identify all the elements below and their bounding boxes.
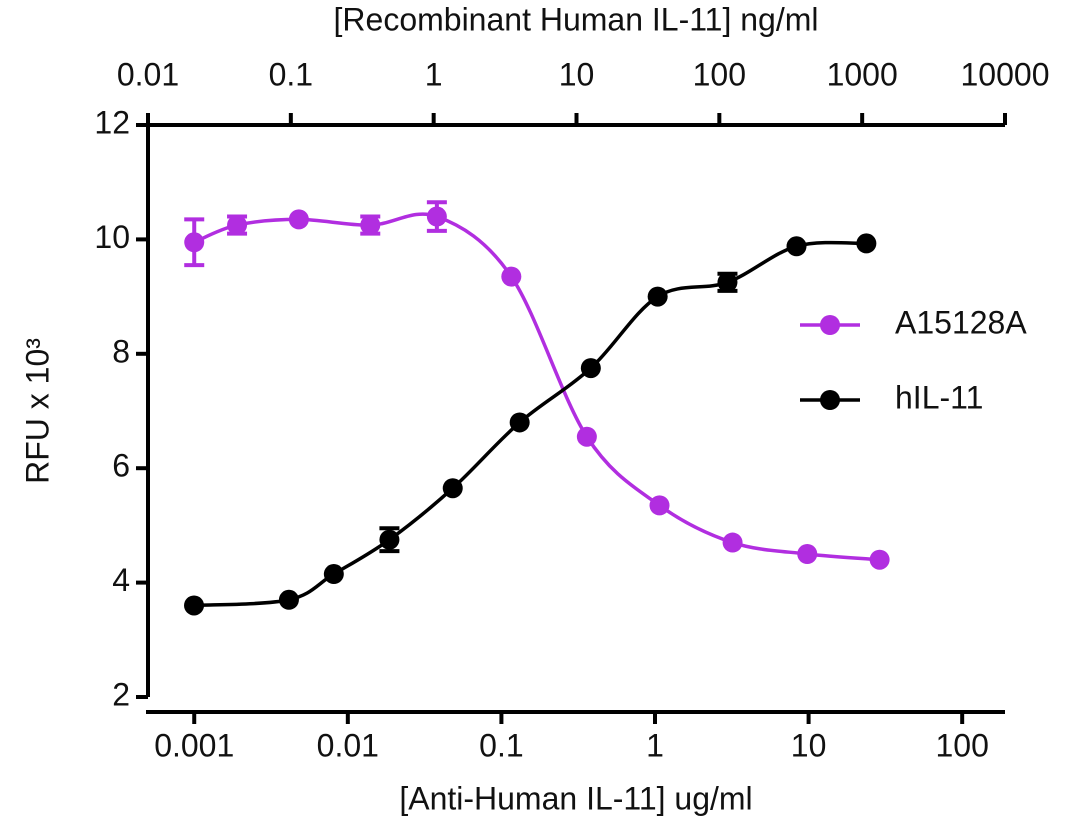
data-point — [184, 595, 205, 616]
x-tick-label: 1 — [646, 727, 664, 763]
legend-label: A15128A — [895, 304, 1027, 340]
legend-marker — [820, 390, 840, 410]
y-axis-label: RFU x 10³ — [19, 338, 55, 484]
data-point — [442, 478, 463, 499]
data-point — [501, 266, 522, 287]
data-point — [786, 236, 807, 257]
y-tick-label: 10 — [94, 219, 130, 255]
y-tick-label: 12 — [94, 104, 130, 140]
x2-tick-label: 10 — [559, 56, 595, 92]
data-point — [323, 564, 344, 585]
x2-tick-label: 10000 — [961, 56, 1050, 92]
x2-tick-label: 1000 — [827, 56, 898, 92]
data-point — [288, 209, 309, 230]
x-tick-label: 100 — [935, 727, 988, 763]
data-point — [576, 426, 597, 447]
x-tick-label: 10 — [791, 727, 827, 763]
legend-marker — [820, 315, 840, 335]
x-tick-label: 0.001 — [154, 727, 234, 763]
x-tick-label: 0.1 — [479, 727, 523, 763]
data-point — [379, 529, 400, 550]
data-point — [509, 412, 530, 433]
data-point — [649, 495, 670, 516]
x2-tick-label: 1 — [425, 56, 443, 92]
data-point — [360, 215, 381, 236]
data-point — [227, 215, 248, 236]
y-tick-label: 2 — [112, 676, 130, 712]
y-tick-label: 4 — [112, 562, 130, 598]
data-point — [869, 549, 890, 570]
x2-axis-label: [Recombinant Human IL-11] ng/ml — [334, 1, 819, 37]
series-line — [193, 212, 880, 562]
legend-label: hIL-11 — [895, 379, 983, 415]
data-point — [717, 272, 738, 293]
data-point — [856, 233, 877, 254]
data-point — [278, 589, 299, 610]
x2-tick-label: 0.01 — [117, 56, 179, 92]
data-point — [797, 544, 818, 564]
x-tick-label: 0.01 — [317, 727, 379, 763]
data-point — [426, 206, 447, 227]
y-tick-label: 8 — [112, 333, 130, 369]
data-point — [647, 286, 668, 307]
data-point — [184, 232, 205, 253]
y-tick-label: 6 — [112, 448, 130, 484]
x2-tick-label: 0.1 — [269, 56, 313, 92]
data-point — [722, 532, 743, 553]
x2-tick-label: 100 — [693, 56, 746, 92]
x-axis-label: [Anti-Human IL-11] ug/ml — [399, 780, 752, 816]
data-point — [580, 358, 601, 379]
